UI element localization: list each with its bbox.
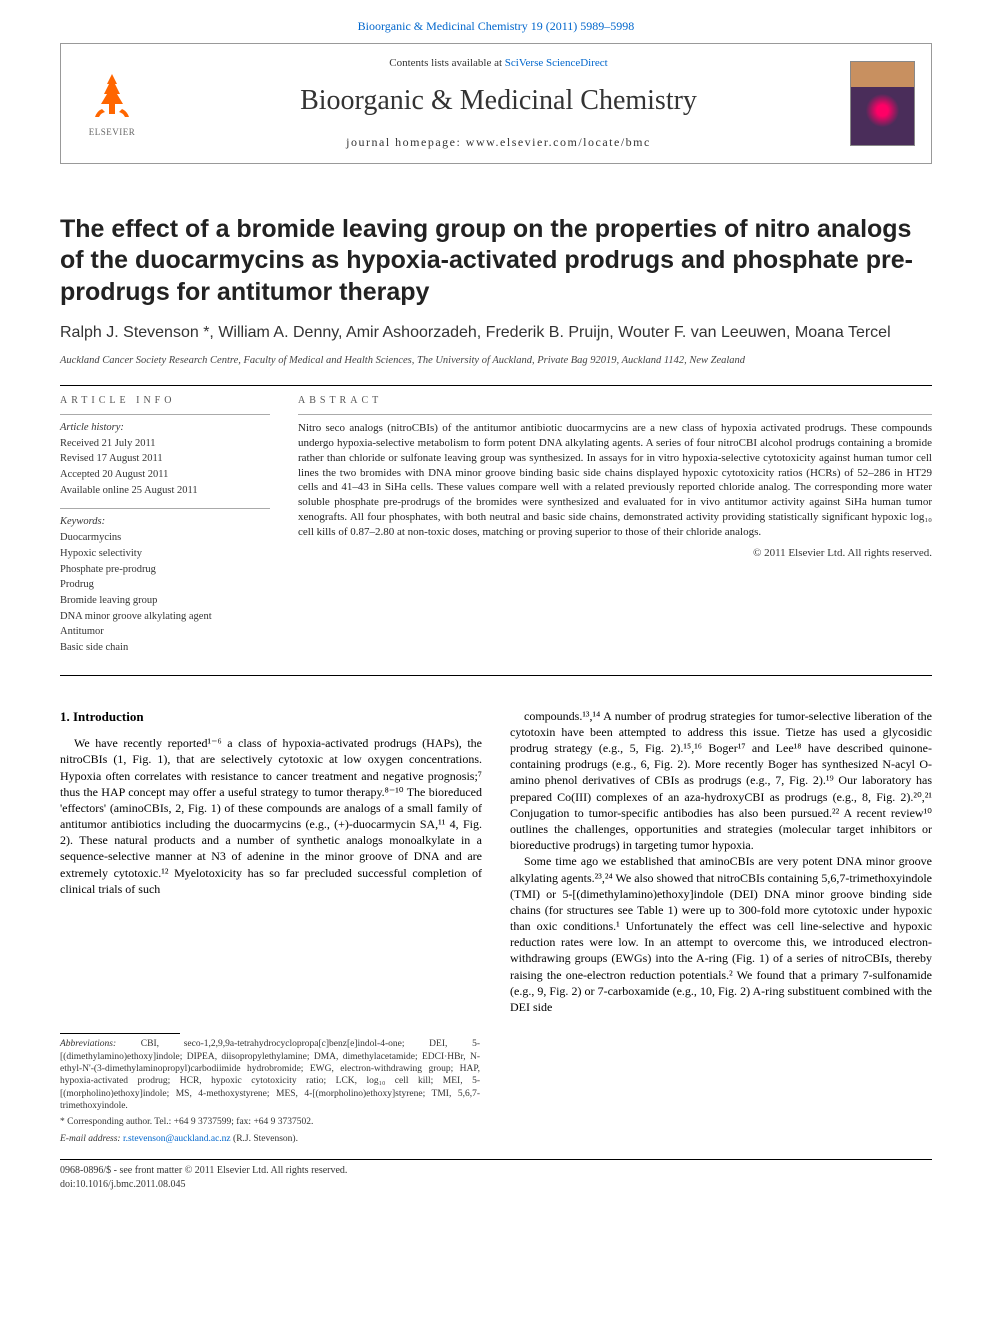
article-title: The effect of a bromide leaving group on… bbox=[60, 214, 932, 308]
citation-header: Bioorganic & Medicinal Chemistry 19 (201… bbox=[0, 0, 992, 43]
keyword: Bromide leaving group bbox=[60, 594, 270, 609]
journal-cover-thumbnail bbox=[850, 61, 915, 146]
keyword: Antitumor bbox=[60, 625, 270, 640]
abstract-head: ABSTRACT bbox=[298, 394, 932, 408]
journal-header-box: ELSEVIER Contents lists available at Sci… bbox=[60, 43, 932, 164]
journal-name: Bioorganic & Medicinal Chemistry bbox=[147, 81, 850, 120]
front-matter-line: 0968-0896/$ - see front matter © 2011 El… bbox=[60, 1164, 932, 1178]
info-divider-2 bbox=[60, 508, 270, 509]
email-suffix: (R.J. Stevenson). bbox=[231, 1134, 298, 1144]
contents-prefix: Contents lists available at bbox=[389, 57, 504, 69]
keyword: Prodrug bbox=[60, 578, 270, 593]
corresponding-author: * Corresponding author. Tel.: +64 9 3737… bbox=[60, 1116, 480, 1128]
journal-homepage: journal homepage: www.elsevier.com/locat… bbox=[147, 134, 850, 151]
keyword: Duocarmycins bbox=[60, 531, 270, 546]
history-line: Revised 17 August 2011 bbox=[60, 452, 270, 467]
history-line: Received 21 July 2011 bbox=[60, 437, 270, 452]
abstract-text: Nitro seco analogs (nitroCBIs) of the an… bbox=[298, 421, 932, 540]
authors-line: Ralph J. Stevenson *, William A. Denny, … bbox=[60, 322, 932, 344]
info-divider-1 bbox=[60, 414, 270, 415]
keyword: DNA minor groove alkylating agent bbox=[60, 610, 270, 625]
rule-mid bbox=[60, 675, 932, 676]
history-line: Available online 25 August 2011 bbox=[60, 484, 270, 499]
history-label: Article history: bbox=[60, 421, 270, 436]
abbreviations: Abbreviations: CBI, seco-1,2,9,9a-tetrah… bbox=[60, 1038, 480, 1112]
intro-para-1: We have recently reported¹⁻⁶ a class of … bbox=[60, 735, 482, 897]
keyword: Basic side chain bbox=[60, 641, 270, 656]
info-abstract-row: ARTICLE INFO Article history: Received 2… bbox=[60, 394, 932, 657]
body-col-right: compounds.¹³,¹⁴ A number of prodrug stra… bbox=[510, 708, 932, 1016]
elsevier-tree-icon bbox=[87, 69, 137, 124]
affiliation: Auckland Cancer Society Research Centre,… bbox=[60, 354, 932, 369]
abbrev-text: CBI, seco-1,2,9,9a-tetrahydrocyclopropa[… bbox=[60, 1039, 480, 1111]
citation-link[interactable]: Bioorganic & Medicinal Chemistry 19 (201… bbox=[358, 19, 635, 33]
sciencedirect-link[interactable]: SciVerse ScienceDirect bbox=[505, 57, 608, 69]
copyright-line: © 2011 Elsevier Ltd. All rights reserved… bbox=[298, 546, 932, 561]
abstract-divider bbox=[298, 414, 932, 415]
email-label: E-mail address: bbox=[60, 1134, 123, 1144]
footnotes: Abbreviations: CBI, seco-1,2,9,9a-tetrah… bbox=[60, 1033, 480, 1145]
abstract-column: ABSTRACT Nitro seco analogs (nitroCBIs) … bbox=[298, 394, 932, 657]
doi-line: doi:10.1016/j.bmc.2011.08.045 bbox=[60, 1178, 932, 1192]
elsevier-text: ELSEVIER bbox=[89, 126, 136, 139]
abbrev-label: Abbreviations: bbox=[60, 1039, 116, 1049]
article-info-column: ARTICLE INFO Article history: Received 2… bbox=[60, 394, 270, 657]
keyword: Hypoxic selectivity bbox=[60, 547, 270, 562]
history-line: Accepted 20 August 2011 bbox=[60, 468, 270, 483]
body-columns: 1. Introduction We have recently reporte… bbox=[60, 708, 932, 1016]
article-info-head: ARTICLE INFO bbox=[60, 394, 270, 408]
contents-line: Contents lists available at SciVerse Sci… bbox=[147, 56, 850, 71]
keyword: Phosphate pre-prodrug bbox=[60, 563, 270, 578]
section-head: 1. Introduction bbox=[60, 708, 482, 726]
keywords-label: Keywords: bbox=[60, 515, 270, 530]
email-link[interactable]: r.stevenson@auckland.ac.nz bbox=[123, 1134, 231, 1144]
rule-top bbox=[60, 385, 932, 386]
footnote-rule bbox=[60, 1033, 180, 1034]
body-col-left: 1. Introduction We have recently reporte… bbox=[60, 708, 482, 1016]
email-line: E-mail address: r.stevenson@auckland.ac.… bbox=[60, 1133, 480, 1145]
header-center: Contents lists available at SciVerse Sci… bbox=[147, 56, 850, 151]
elsevier-logo: ELSEVIER bbox=[77, 63, 147, 143]
intro-para-3: Some time ago we established that aminoC… bbox=[510, 853, 932, 1015]
intro-para-2: compounds.¹³,¹⁴ A number of prodrug stra… bbox=[510, 708, 932, 854]
bottom-bar: 0968-0896/$ - see front matter © 2011 El… bbox=[60, 1159, 932, 1192]
